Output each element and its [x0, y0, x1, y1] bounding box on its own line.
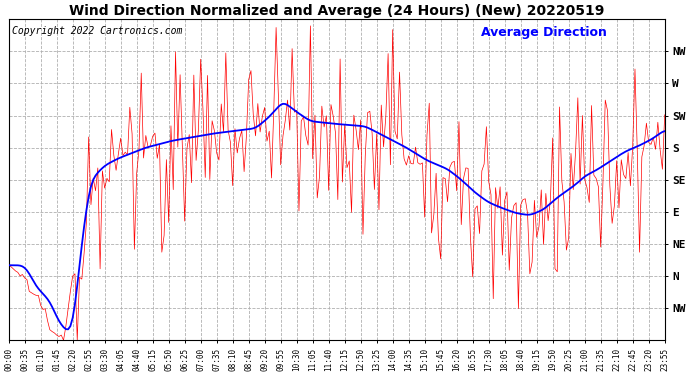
Text: Copyright 2022 Cartronics.com: Copyright 2022 Cartronics.com — [12, 26, 182, 36]
Title: Wind Direction Normalized and Average (24 Hours) (New) 20220519: Wind Direction Normalized and Average (2… — [69, 4, 604, 18]
Text: Average Direction: Average Direction — [481, 26, 607, 39]
